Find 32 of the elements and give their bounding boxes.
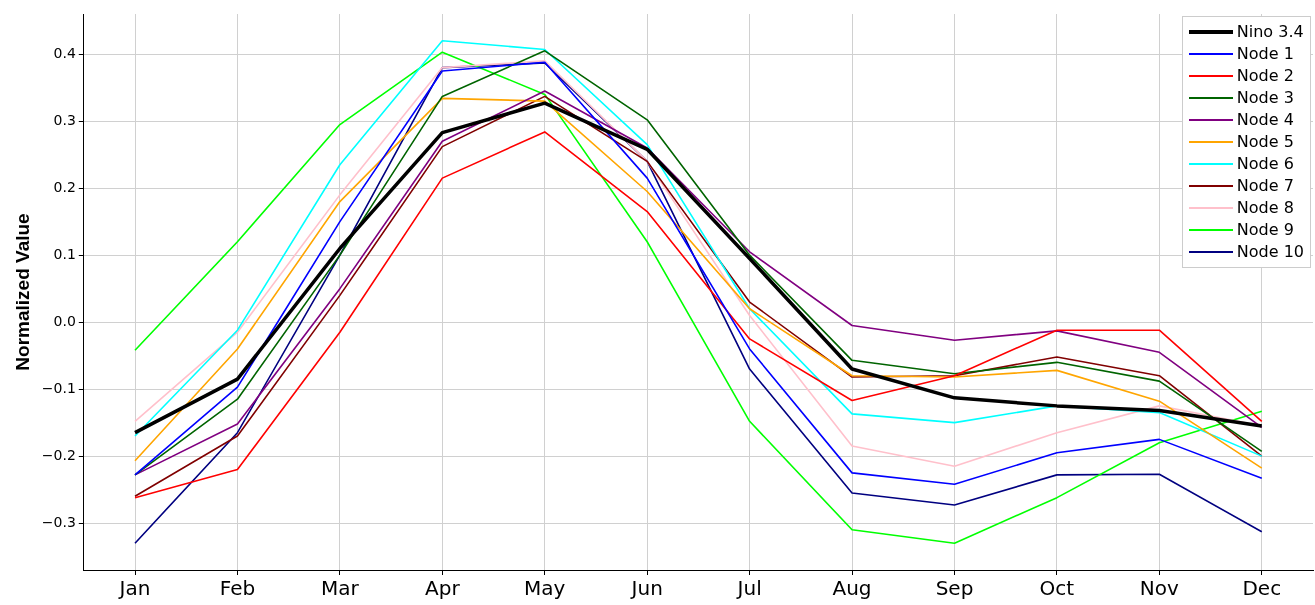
x-tick-label: Oct — [1039, 576, 1075, 601]
legend-label: Node 6 — [1236, 153, 1294, 175]
y-tick-label: 0.3 — [53, 111, 76, 128]
x-tick-label: Jan — [117, 576, 151, 601]
x-tick-label: Apr — [425, 576, 461, 601]
legend-label: Node 3 — [1236, 87, 1294, 109]
x-tick-label: May — [524, 576, 566, 601]
x-tick-label: Dec — [1242, 576, 1282, 601]
y-tick-label: 0.4 — [53, 44, 76, 61]
x-tick-label: Aug — [832, 576, 872, 601]
x-tick-label: Sep — [935, 576, 974, 601]
x-tick-label: Jun — [629, 576, 663, 601]
y-axis-title: Normalized Value — [11, 213, 33, 371]
x-tick-label: Mar — [321, 576, 360, 601]
legend-label: Node 10 — [1236, 241, 1304, 263]
y-tick-label: −0.1 — [41, 379, 76, 396]
legend-label: Nino 3.4 — [1236, 21, 1304, 43]
legend-label: Node 1 — [1236, 43, 1294, 65]
legend-label: Node 8 — [1236, 197, 1294, 219]
y-tick-label: −0.2 — [41, 446, 76, 463]
y-tick-label: 0.1 — [53, 245, 76, 262]
y-tick-label: 0.0 — [53, 312, 76, 329]
x-tick-label: Jul — [735, 576, 762, 601]
legend-label: Node 2 — [1236, 65, 1294, 87]
y-tick-label: −0.3 — [41, 513, 76, 530]
legend-label: Node 5 — [1236, 131, 1294, 153]
legend-label: Node 9 — [1236, 219, 1294, 241]
y-tick-label: 0.2 — [53, 178, 76, 195]
legend-label: Node 4 — [1236, 109, 1294, 131]
x-tick-label: Feb — [219, 576, 256, 601]
legend-label: Node 7 — [1236, 175, 1294, 197]
x-tick-label: Nov — [1139, 576, 1180, 601]
